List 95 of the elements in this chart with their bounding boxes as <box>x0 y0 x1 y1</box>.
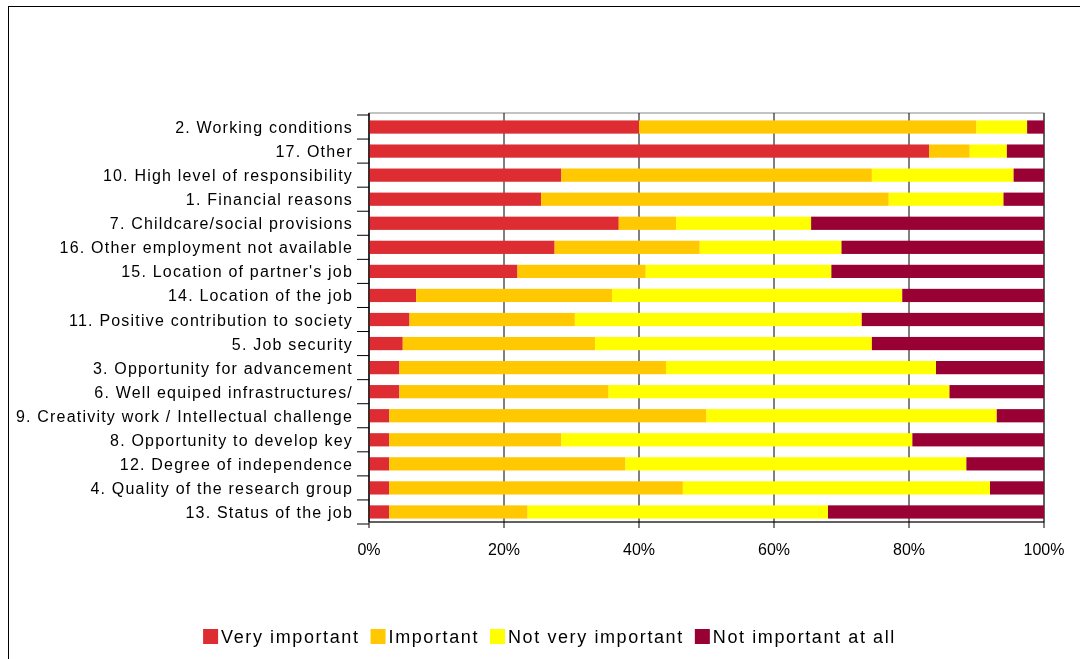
bar <box>399 361 666 375</box>
x-tick-label: 100% <box>1023 541 1065 558</box>
bar <box>416 288 612 303</box>
bar <box>666 361 936 375</box>
y-tick-label: 15. Location of partner's job <box>121 263 353 281</box>
bar <box>369 120 639 134</box>
bar <box>369 240 555 254</box>
y-tick-label: 9. Creativity work / Intellectual challenge <box>15 407 353 425</box>
y-tick-label: 5. Job security <box>231 335 353 353</box>
bar <box>639 120 977 134</box>
bar <box>369 168 562 182</box>
bar <box>929 144 970 158</box>
bar <box>1013 168 1044 182</box>
bar <box>1003 192 1044 206</box>
bar <box>574 312 862 327</box>
bar <box>682 481 990 495</box>
y-tick-label: 13. Status of the job <box>185 503 353 521</box>
bar <box>1006 144 1045 158</box>
bar <box>676 216 812 230</box>
bar <box>369 192 542 206</box>
x-tick-label: 40% <box>622 541 656 558</box>
bar <box>699 240 842 254</box>
bar <box>888 192 1004 206</box>
legend-label: Not important at all <box>712 627 896 647</box>
bar <box>369 385 400 399</box>
bar <box>871 336 1044 351</box>
bar <box>828 505 1044 519</box>
legend-label: Very important <box>221 627 360 647</box>
bar <box>389 457 626 471</box>
x-tick-label: 60% <box>757 541 791 558</box>
bar <box>402 336 596 351</box>
bar <box>369 264 518 278</box>
bar <box>861 312 1044 327</box>
legend-label: Not very important <box>507 627 684 647</box>
y-tick-label: 6. Well equiped infrastructures/ <box>94 383 353 401</box>
bar <box>608 385 950 399</box>
bar <box>369 336 403 351</box>
bar <box>527 505 828 519</box>
bar <box>389 433 562 447</box>
x-tick-label: 0% <box>357 541 381 558</box>
bar <box>936 361 1044 375</box>
x-tick-label: 20% <box>487 541 521 558</box>
legend-label: Important <box>388 627 479 647</box>
bar <box>871 168 1014 182</box>
bar <box>831 264 1044 278</box>
bar <box>969 144 1007 158</box>
bar <box>841 240 1044 254</box>
bar <box>409 312 575 327</box>
bar <box>389 481 683 495</box>
bar <box>369 216 619 230</box>
bar <box>1027 120 1044 134</box>
y-tick-label: 10. High level of responsibility <box>102 167 353 185</box>
y-tick-label: 1. Financial reasons <box>185 191 353 209</box>
bar <box>612 288 903 303</box>
bar <box>645 264 832 278</box>
bar <box>990 481 1044 495</box>
y-tick-label: 4. Quality of the research group <box>90 479 353 497</box>
bar <box>561 433 913 447</box>
bar <box>369 433 390 447</box>
bar <box>369 312 410 327</box>
y-tick-label: 2. Working conditions <box>175 119 353 137</box>
bar <box>595 336 872 351</box>
bar <box>902 288 1044 303</box>
bar <box>541 192 889 206</box>
bar <box>369 361 400 375</box>
bar <box>369 481 390 495</box>
bar <box>706 409 997 423</box>
bar <box>625 457 967 471</box>
y-tick-label: 11. Positive contribution to society <box>69 311 353 329</box>
bar <box>399 385 609 399</box>
y-tick-label: 7. Childcare/social provisions <box>109 215 353 233</box>
bar <box>369 457 390 471</box>
bar <box>561 168 872 182</box>
bar <box>369 144 930 158</box>
bar <box>517 264 646 278</box>
bar <box>369 505 390 519</box>
bar <box>949 385 1044 399</box>
y-tick-label: 14. Location of the job <box>167 287 353 305</box>
bar <box>389 505 528 519</box>
bar <box>996 409 1044 423</box>
bar <box>976 120 1028 134</box>
y-tick-label: 8. Opportunity to develop key <box>110 431 353 449</box>
y-tick-label: 3. Opportunity for advancement <box>92 359 353 377</box>
y-tick-label: 17. Other <box>275 143 353 161</box>
bar <box>811 216 1044 230</box>
bar <box>369 288 417 303</box>
bar <box>966 457 1044 471</box>
bar <box>912 433 1044 447</box>
x-tick-label: 80% <box>892 541 926 558</box>
bar <box>389 409 707 423</box>
bar <box>369 409 390 423</box>
y-tick-label: 16. Other employment not available <box>59 239 353 257</box>
y-tick-label: 12. Degree of independence <box>119 455 353 473</box>
bar <box>554 240 700 254</box>
bar <box>618 216 677 230</box>
